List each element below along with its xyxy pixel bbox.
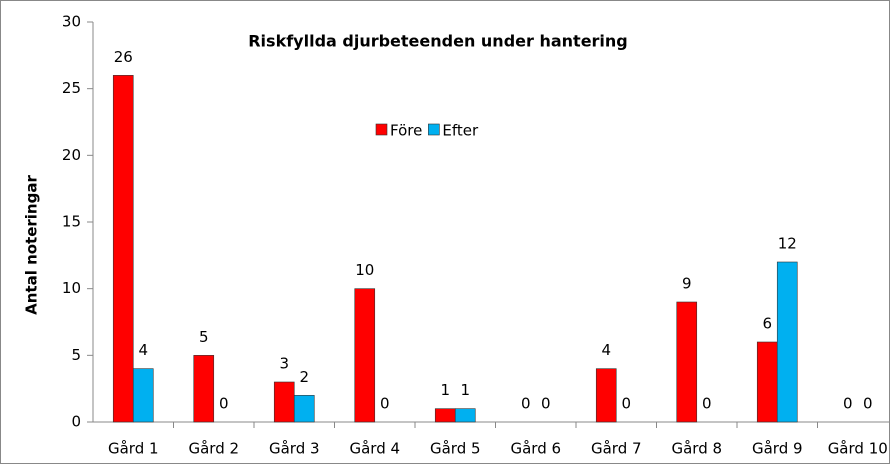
chart-title: Riskfyllda djurbeteenden under hantering bbox=[248, 32, 628, 51]
bar bbox=[293, 395, 315, 423]
bar bbox=[273, 381, 295, 423]
x-tick-label: Gård 6 bbox=[510, 440, 561, 458]
data-label: 0 bbox=[521, 395, 531, 413]
data-label: 26 bbox=[114, 48, 133, 66]
data-label: 3 bbox=[279, 355, 289, 373]
data-label: 5 bbox=[199, 328, 209, 346]
y-tick-label: 10 bbox=[62, 279, 81, 297]
bar bbox=[756, 341, 778, 423]
x-tick-label: Gård 4 bbox=[349, 440, 400, 458]
bar bbox=[454, 408, 476, 423]
data-label: 0 bbox=[843, 395, 853, 413]
data-label: 2 bbox=[299, 368, 309, 386]
bar bbox=[434, 408, 456, 423]
x-tick-label: Gård 9 bbox=[752, 440, 803, 458]
data-label: 6 bbox=[762, 315, 772, 333]
bar bbox=[776, 261, 798, 423]
bar bbox=[595, 368, 617, 423]
data-label: 9 bbox=[682, 275, 692, 293]
x-tick-label: Gård 3 bbox=[269, 440, 320, 458]
x-tick-label: Gård 7 bbox=[591, 440, 642, 458]
x-tick-label: Gård 1 bbox=[108, 440, 159, 458]
data-label: 0 bbox=[380, 395, 390, 413]
legend-label: Före bbox=[390, 122, 422, 140]
data-label: 0 bbox=[541, 395, 551, 413]
data-label: 10 bbox=[355, 261, 374, 279]
y-tick-label: 5 bbox=[71, 346, 81, 364]
data-label: 4 bbox=[601, 341, 611, 359]
bar bbox=[112, 75, 134, 423]
legend-swatch bbox=[428, 123, 440, 136]
y-tick-label: 25 bbox=[62, 79, 81, 97]
y-tick-label: 30 bbox=[62, 13, 81, 31]
bar bbox=[132, 368, 154, 423]
legend-label: Efter bbox=[442, 122, 479, 140]
y-axis-title: Antal noteringar bbox=[23, 175, 41, 315]
data-label: 12 bbox=[778, 235, 797, 253]
data-label: 0 bbox=[219, 395, 229, 413]
y-tick-label: 0 bbox=[71, 413, 81, 431]
data-label: 0 bbox=[702, 395, 712, 413]
bar bbox=[193, 355, 215, 423]
x-tick-label: Gård 8 bbox=[671, 440, 722, 458]
y-tick-label: 20 bbox=[62, 146, 81, 164]
y-tick-label: 15 bbox=[62, 213, 81, 231]
data-label: 0 bbox=[621, 395, 631, 413]
data-label: 4 bbox=[138, 341, 148, 359]
legend-swatch bbox=[375, 123, 388, 136]
bar bbox=[676, 301, 698, 423]
x-tick-label: Gård 2 bbox=[188, 440, 239, 458]
data-label: 1 bbox=[440, 381, 450, 399]
data-label: 1 bbox=[460, 381, 470, 399]
x-tick-label: Gård 10 bbox=[828, 440, 888, 458]
bar bbox=[354, 288, 376, 423]
data-label: 0 bbox=[863, 395, 873, 413]
x-tick-label: Gård 5 bbox=[430, 440, 481, 458]
